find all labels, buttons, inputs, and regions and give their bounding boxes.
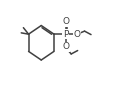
Text: O: O — [62, 17, 69, 26]
Text: O: O — [74, 30, 81, 39]
Text: O: O — [62, 42, 69, 51]
Text: P: P — [63, 30, 68, 39]
